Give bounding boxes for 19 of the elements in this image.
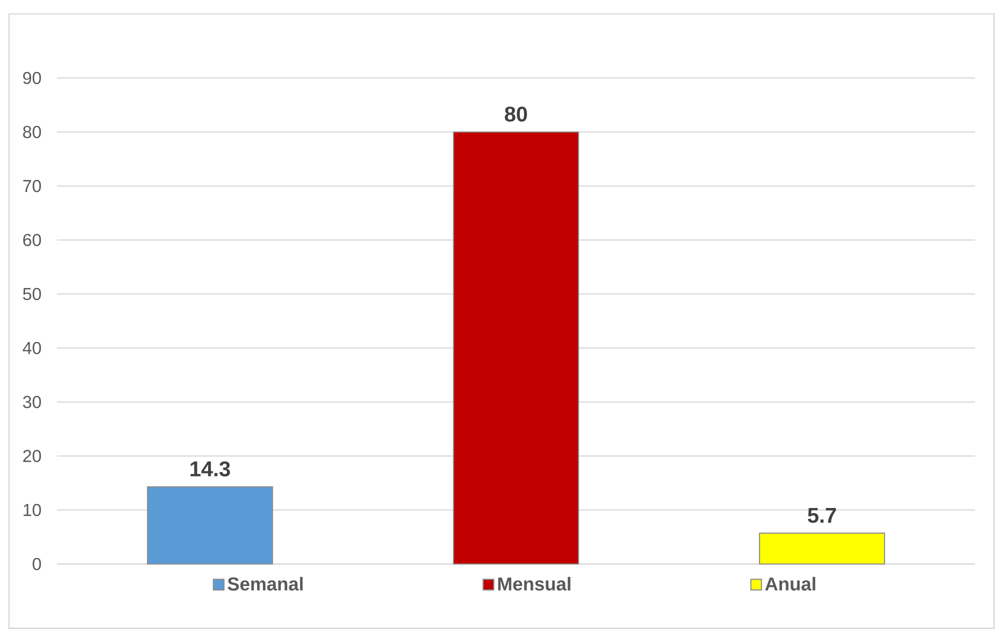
y-tick-label: 70 [23,180,41,192]
y-tick-label: 80 [23,126,41,138]
legend-label: Mensual [498,576,570,591]
y-tick-label: 60 [23,234,41,246]
y-tick-label: 30 [23,396,41,408]
legend-label: Semanal [228,576,303,591]
y-tick-label: 50 [23,288,41,300]
bar [146,486,274,565]
bar [452,131,580,565]
data-label: 14.3 [190,461,230,476]
data-label: 80 [504,106,527,122]
y-tick-label: 0 [32,558,41,570]
y-tick-label: 10 [24,504,41,516]
y-tick-label: 20 [23,450,41,462]
bar [758,532,886,565]
data-label: 5.7 [808,508,836,523]
y-tick-label: 40 [22,342,41,354]
y-tick-label: 90 [23,72,41,84]
legend-label: Anual [765,576,816,591]
